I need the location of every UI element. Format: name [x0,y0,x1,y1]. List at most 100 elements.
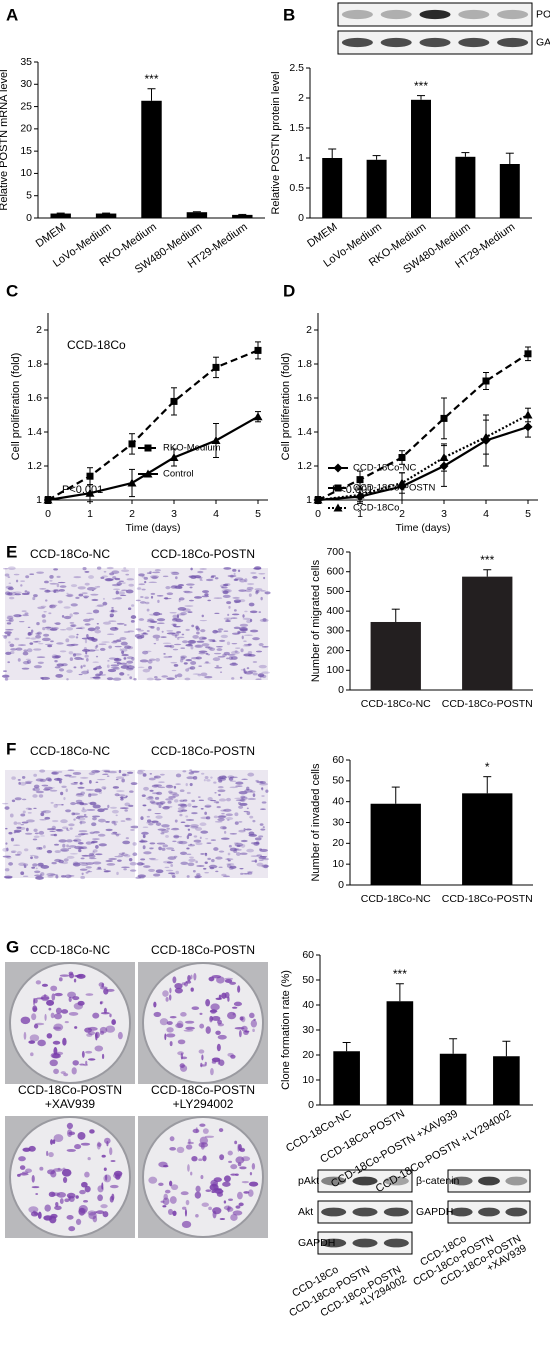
cell-stain [138,583,145,586]
marker [254,346,262,354]
cell-stain [26,591,30,594]
colony [55,1201,59,1207]
cell-stain [114,793,120,797]
cell-stain [231,632,240,635]
colony [111,1019,116,1026]
colony [52,1139,56,1144]
cell-stain [171,669,177,672]
cell-stain [4,631,12,635]
colony [35,1192,39,1196]
colony [174,982,183,990]
cell-stain [36,631,42,635]
cell-stain [73,839,78,842]
cell-stain [95,655,99,658]
cell-stain [87,871,93,873]
cell-stain [190,567,193,571]
band [321,1176,347,1186]
colony [230,1214,238,1221]
cell-stain [170,661,178,664]
colony [241,1025,248,1032]
colony [109,1147,113,1156]
cell-stain [233,842,239,845]
cell-stain [92,804,101,809]
cell-stain [164,866,170,869]
cell-stain [157,599,160,603]
cell-stain [255,779,259,782]
cell-stain [20,813,26,817]
band [497,37,529,48]
cell-stain [177,803,187,807]
colony [23,1031,27,1040]
cell-stain [119,662,128,665]
cell-stain [154,776,158,779]
cell-stain [73,818,76,821]
cell-stain [2,855,11,858]
cell-stain [217,786,224,789]
cell-stain [106,677,114,681]
cell-stain [74,835,82,838]
cell-stain [155,869,164,874]
blot-label: β-catenin [416,1175,460,1187]
cell-stain [84,582,90,586]
cell-stain [200,807,204,810]
cell-stain [36,656,46,658]
y-tick-label: 500 [326,585,344,597]
cell-stain [263,864,269,869]
panel-letter: E [6,542,17,561]
cell-stain [73,576,82,579]
cell-stain [196,576,203,579]
image-label: CCD-18Co-NC [30,943,110,957]
cell-stain [78,862,88,864]
cell-stain [81,670,89,675]
cell-stain [159,801,166,805]
blot-label: pAkt [298,1175,319,1187]
colony [237,1162,242,1167]
cell-stain [179,658,184,663]
cell-stain [155,637,159,642]
cell-stain [226,797,231,802]
cell-stain [39,769,46,773]
cell-stain [261,671,270,674]
y-tick-label: 15 [20,145,32,157]
cell-stain [107,659,110,662]
cell-stain [218,850,225,853]
cell-stain [162,844,169,848]
cell-stain [70,624,77,628]
cell-stain [120,665,129,669]
cell-stain [176,840,184,845]
y-tick-label: 2 [298,92,304,104]
cell-stain [204,852,208,857]
cell-stain [88,793,98,796]
cell-stain [178,840,188,845]
cell-stain [70,603,78,607]
cell-stain [171,873,176,876]
colony [199,1012,203,1015]
panel-letter: D [283,281,295,300]
y-tick-label: 1.4 [27,426,42,438]
cell-stain [227,859,231,862]
colony [239,1016,244,1021]
p-value: P<0.001 [62,484,103,496]
cell-stain [26,819,35,823]
cell-stain [20,584,23,587]
cell-stain [25,658,31,661]
colony [105,1025,116,1033]
cell-stain [69,657,74,662]
cell-stain [179,799,185,802]
colony [158,1161,168,1168]
cell-stain [96,566,102,570]
cell-stain [154,796,160,800]
cell-stain [186,791,191,795]
significance: *** [414,79,428,93]
cell-stain [130,620,135,623]
cell-stain [112,667,120,671]
cell-stain [229,776,238,779]
cell-stain [18,862,26,866]
colony [190,987,194,992]
cell-stain [247,772,255,777]
cell-stain [117,794,126,797]
cell-stain [26,827,29,832]
cell-stain [192,634,199,639]
cell-stain [233,609,237,612]
cell-stain [10,648,17,651]
